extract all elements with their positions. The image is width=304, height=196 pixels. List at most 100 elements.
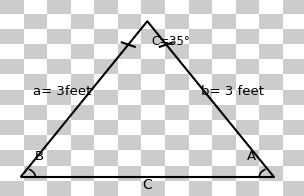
Bar (94, 105, 118, 120)
Bar (71, 29, 94, 44)
Bar (94, 0, 118, 14)
Bar (188, 135, 212, 150)
Bar (0, 166, 24, 181)
Bar (0, 90, 24, 105)
Bar (118, 135, 141, 150)
Bar (71, 105, 94, 120)
Bar (94, 44, 118, 59)
Bar (259, 90, 283, 105)
Bar (283, 90, 304, 105)
Bar (236, 105, 259, 120)
Bar (94, 74, 118, 90)
Bar (236, 166, 259, 181)
Bar (24, 135, 47, 150)
Bar (283, 59, 304, 74)
Bar (141, 135, 165, 150)
Bar (141, 44, 165, 59)
Bar (165, 105, 188, 120)
Bar (118, 0, 141, 14)
Bar (24, 105, 47, 120)
Bar (47, 29, 71, 44)
Bar (259, 150, 283, 166)
Bar (47, 120, 71, 135)
Bar (118, 166, 141, 181)
Bar (24, 120, 47, 135)
Bar (71, 181, 94, 196)
Bar (283, 135, 304, 150)
Bar (94, 181, 118, 196)
Bar (236, 150, 259, 166)
Bar (259, 166, 283, 181)
Text: C: C (142, 178, 152, 192)
Bar (188, 0, 212, 14)
Bar (236, 90, 259, 105)
Bar (141, 120, 165, 135)
Bar (0, 74, 24, 90)
Bar (236, 59, 259, 74)
Bar (0, 59, 24, 74)
Bar (283, 150, 304, 166)
Bar (118, 90, 141, 105)
Bar (0, 29, 24, 44)
Bar (259, 29, 283, 44)
Bar (71, 0, 94, 14)
Bar (165, 166, 188, 181)
Bar (165, 44, 188, 59)
Bar (212, 120, 236, 135)
Bar (0, 44, 24, 59)
Bar (94, 135, 118, 150)
Bar (118, 105, 141, 120)
Bar (259, 135, 283, 150)
Bar (118, 150, 141, 166)
Bar (24, 90, 47, 105)
Bar (118, 74, 141, 90)
Bar (259, 74, 283, 90)
Bar (165, 29, 188, 44)
Bar (118, 29, 141, 44)
Bar (165, 59, 188, 74)
Bar (283, 14, 304, 29)
Bar (0, 14, 24, 29)
Bar (212, 14, 236, 29)
Bar (188, 74, 212, 90)
Bar (188, 29, 212, 44)
Bar (47, 105, 71, 120)
Bar (24, 166, 47, 181)
Bar (283, 181, 304, 196)
Bar (259, 14, 283, 29)
Bar (141, 105, 165, 120)
Bar (94, 29, 118, 44)
Bar (47, 14, 71, 29)
Bar (188, 59, 212, 74)
Bar (0, 105, 24, 120)
Bar (188, 105, 212, 120)
Bar (141, 90, 165, 105)
Bar (47, 166, 71, 181)
Bar (283, 0, 304, 14)
Bar (0, 120, 24, 135)
Bar (47, 0, 71, 14)
Bar (236, 29, 259, 44)
Bar (24, 150, 47, 166)
Bar (94, 166, 118, 181)
Bar (71, 44, 94, 59)
Bar (94, 150, 118, 166)
Bar (0, 135, 24, 150)
Bar (94, 59, 118, 74)
Bar (212, 135, 236, 150)
Text: b= 3 feet: b= 3 feet (201, 85, 264, 98)
Bar (165, 135, 188, 150)
Text: a= 3feet: a= 3feet (33, 85, 91, 98)
Bar (24, 181, 47, 196)
Text: A: A (247, 150, 257, 163)
Bar (47, 150, 71, 166)
Bar (94, 120, 118, 135)
Bar (47, 181, 71, 196)
Bar (165, 14, 188, 29)
Bar (0, 150, 24, 166)
Bar (212, 181, 236, 196)
Bar (236, 181, 259, 196)
Bar (94, 14, 118, 29)
Bar (212, 29, 236, 44)
Bar (236, 14, 259, 29)
